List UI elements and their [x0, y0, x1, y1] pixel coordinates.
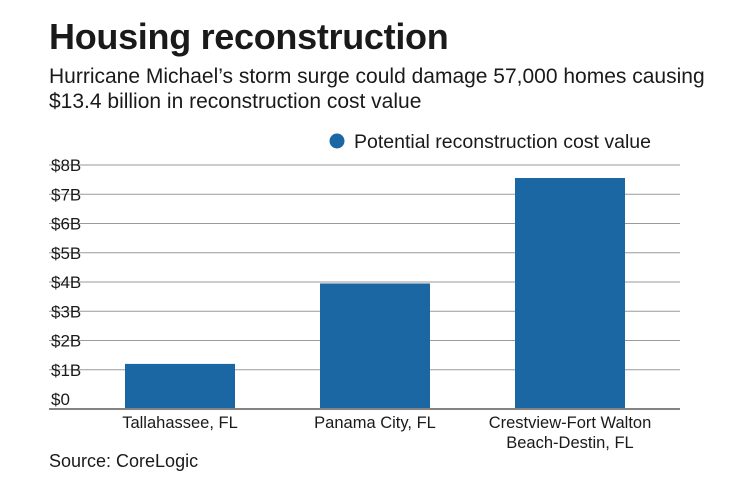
- x-tick-label: Crestview-Fort Walton: [489, 414, 652, 432]
- y-tick-label: $3B: [51, 302, 81, 321]
- y-tick-label: $1B: [51, 361, 81, 380]
- bar: [320, 283, 430, 408]
- y-tick-label: $6B: [51, 215, 81, 234]
- source-note: Source: CoreLogic: [49, 451, 199, 471]
- y-tick-label: $2B: [51, 332, 81, 351]
- legend-marker: [329, 133, 345, 149]
- y-tick-label: $7B: [51, 185, 81, 204]
- chart-title: Housing reconstruction: [49, 16, 449, 57]
- x-tick-label: Beach-Destin, FL: [506, 434, 633, 452]
- legend-label: Potential reconstruction cost value: [354, 131, 651, 153]
- x-tick-label: Panama City, FL: [314, 414, 436, 432]
- x-tick-label: Tallahassee, FL: [122, 414, 238, 432]
- chart-subtitle: Hurricane Michael’s storm surge could da…: [49, 65, 705, 113]
- y-tick-label: $5B: [51, 244, 81, 263]
- bar: [125, 363, 235, 408]
- y-tick-label: $0: [51, 390, 70, 409]
- y-tick-label: $4B: [51, 273, 81, 292]
- y-tick-label: $8B: [51, 156, 81, 175]
- bar: [515, 178, 625, 408]
